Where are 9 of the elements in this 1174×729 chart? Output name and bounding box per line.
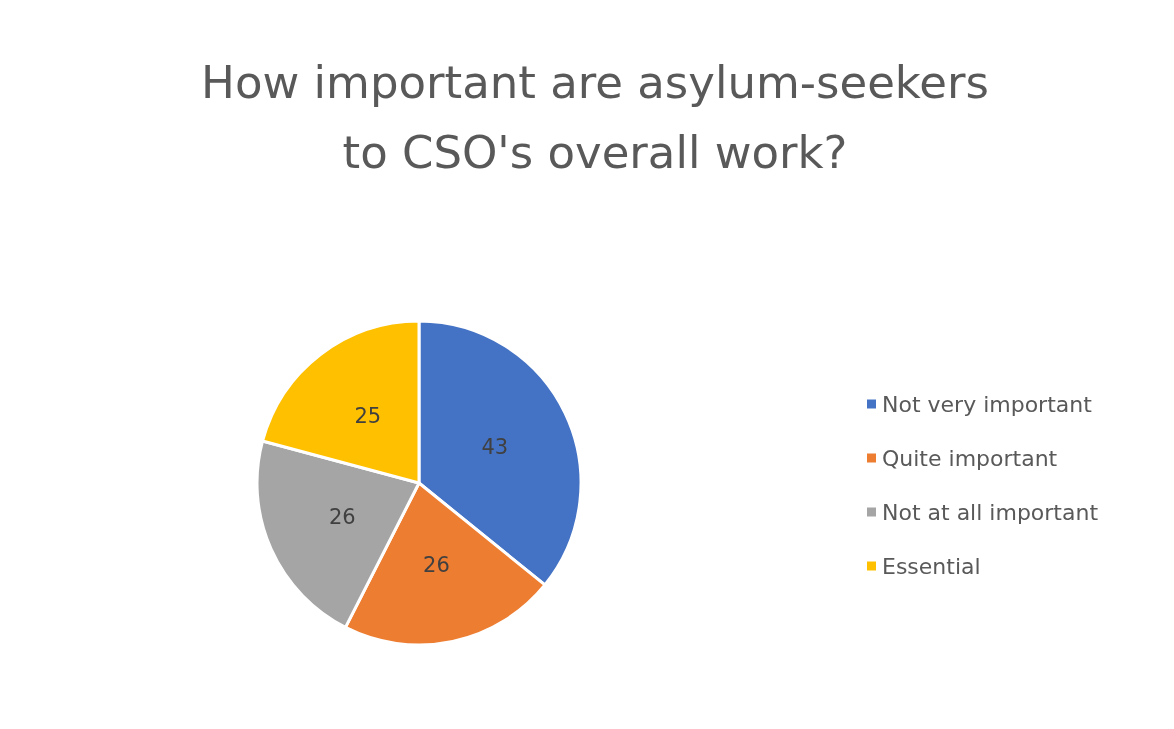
data-label: 26: [423, 553, 450, 578]
legend-label: Not very important: [882, 391, 1093, 417]
chart-title: How important are asylum-seekers to CSO's overall work?: [201, 55, 989, 179]
data-label: 43: [481, 434, 509, 459]
data-label: 26: [328, 505, 356, 530]
legend-label: Quite important: [882, 445, 1058, 471]
legend-label: Essential: [882, 553, 981, 579]
legend-label: Not at all important: [882, 499, 1099, 525]
data-label: 25: [354, 404, 382, 429]
